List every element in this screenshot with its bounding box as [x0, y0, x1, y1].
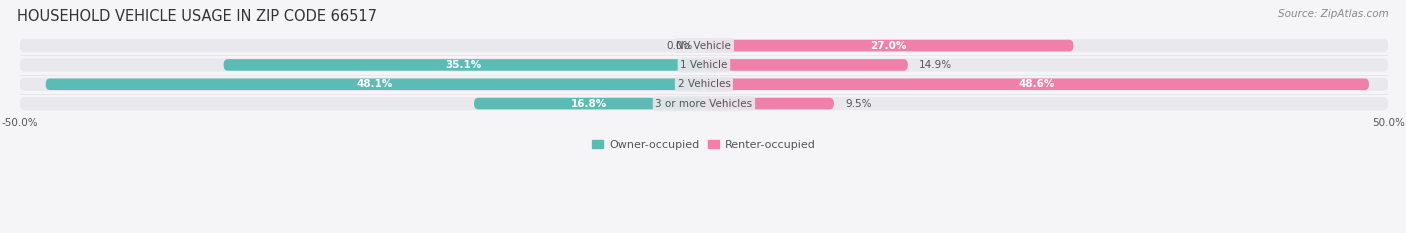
FancyBboxPatch shape — [20, 39, 1388, 52]
FancyBboxPatch shape — [224, 59, 704, 71]
Text: 48.6%: 48.6% — [1018, 79, 1054, 89]
Text: Source: ZipAtlas.com: Source: ZipAtlas.com — [1278, 9, 1389, 19]
Text: No Vehicle: No Vehicle — [676, 41, 731, 51]
FancyBboxPatch shape — [20, 58, 1388, 72]
Text: 3 or more Vehicles: 3 or more Vehicles — [655, 99, 752, 109]
FancyBboxPatch shape — [46, 79, 704, 90]
FancyBboxPatch shape — [704, 79, 1369, 90]
Legend: Owner-occupied, Renter-occupied: Owner-occupied, Renter-occupied — [588, 135, 820, 154]
Text: 0.0%: 0.0% — [666, 41, 693, 51]
Text: 16.8%: 16.8% — [571, 99, 607, 109]
FancyBboxPatch shape — [704, 98, 834, 109]
Text: 9.5%: 9.5% — [845, 99, 872, 109]
FancyBboxPatch shape — [474, 98, 704, 109]
Text: 27.0%: 27.0% — [870, 41, 907, 51]
Text: 1 Vehicle: 1 Vehicle — [681, 60, 728, 70]
Text: 48.1%: 48.1% — [357, 79, 394, 89]
Text: 14.9%: 14.9% — [918, 60, 952, 70]
FancyBboxPatch shape — [20, 78, 1388, 91]
FancyBboxPatch shape — [704, 40, 1073, 51]
Text: 35.1%: 35.1% — [446, 60, 482, 70]
FancyBboxPatch shape — [704, 59, 908, 71]
FancyBboxPatch shape — [20, 97, 1388, 110]
Text: HOUSEHOLD VEHICLE USAGE IN ZIP CODE 66517: HOUSEHOLD VEHICLE USAGE IN ZIP CODE 6651… — [17, 9, 377, 24]
Text: 2 Vehicles: 2 Vehicles — [678, 79, 730, 89]
